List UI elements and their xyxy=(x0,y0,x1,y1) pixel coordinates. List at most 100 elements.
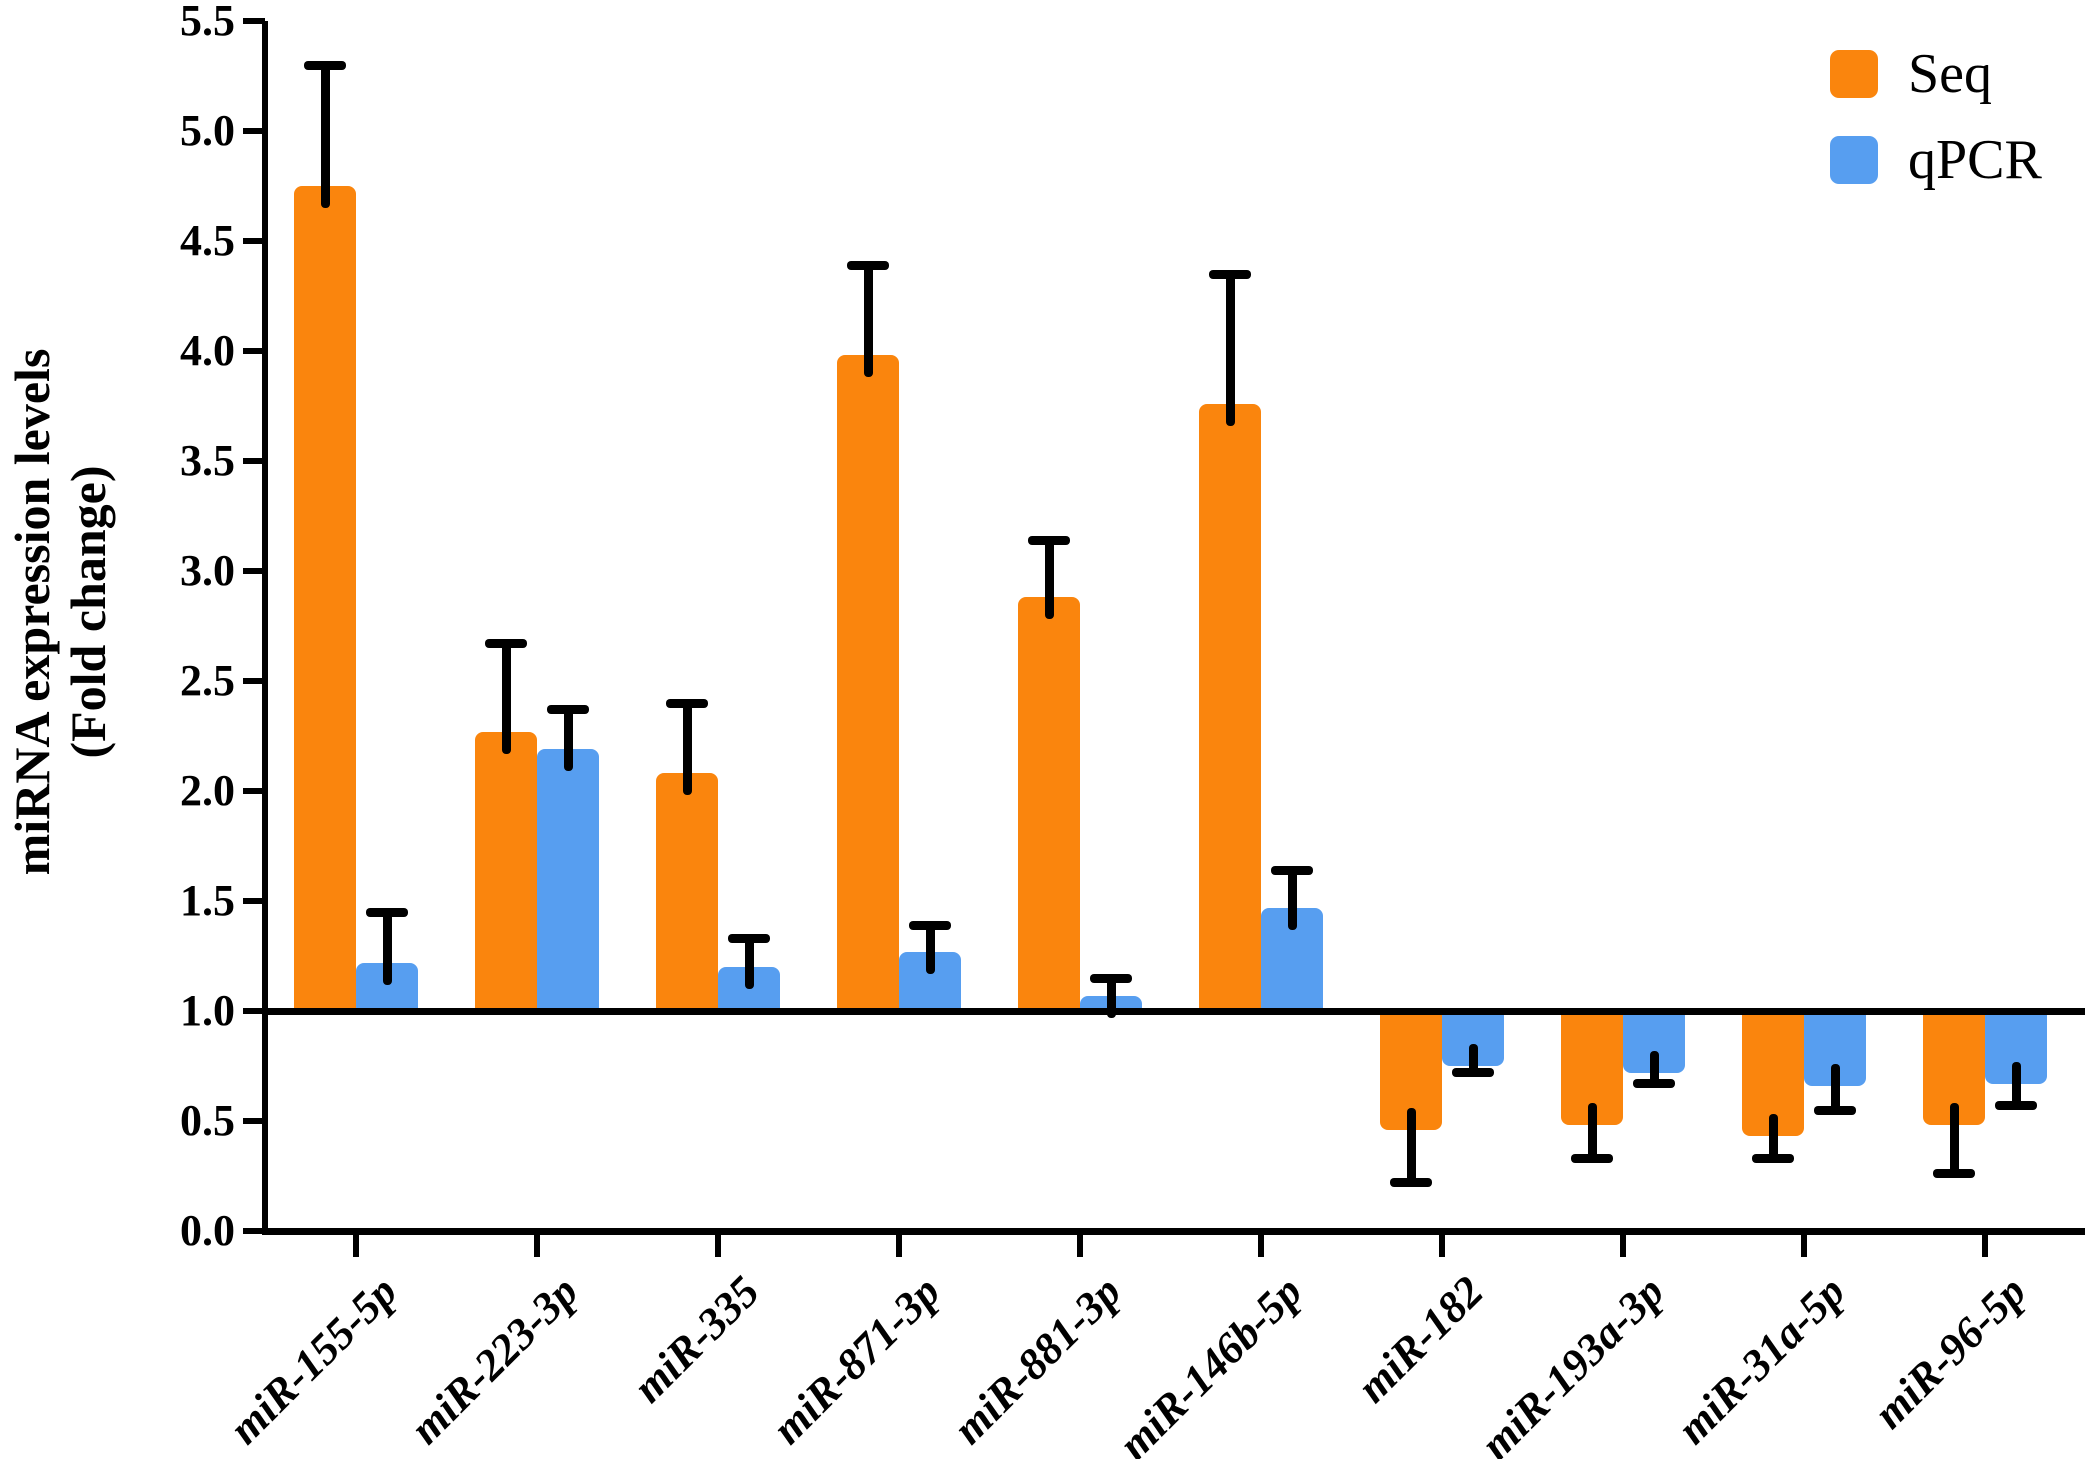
error-whisker-seq-miR-146b-5p xyxy=(1225,274,1235,426)
y-tick-mark xyxy=(243,18,265,24)
x-tick-mark xyxy=(896,1235,902,1257)
legend-label-seq: Seq xyxy=(1908,43,1992,105)
bar-seq-miR-335 xyxy=(656,773,718,1011)
y-tick-label: 3.5 xyxy=(180,436,235,485)
y-tick-mark xyxy=(243,678,265,684)
y-tick-mark xyxy=(243,1228,265,1234)
x-label-text: miR-96-5p xyxy=(1864,1266,2036,1438)
error-whisker-qpcr-miR-193a-3p xyxy=(1649,1050,1659,1084)
y-tick-mark xyxy=(243,788,265,794)
error-whisker-qpcr-miR-155-5p xyxy=(382,912,392,985)
bar-seq-miR-881-3p xyxy=(1018,597,1080,1011)
y-tick-mark xyxy=(243,238,265,244)
error-whisker-seq-miR-193a-3p xyxy=(1587,1103,1597,1159)
legend-swatch-seq xyxy=(1830,50,1878,98)
error-cap-seq-miR-182 xyxy=(1390,1178,1432,1188)
error-whisker-seq-miR-96-5p xyxy=(1949,1103,1959,1174)
y-tick-mark xyxy=(243,898,265,904)
legend-label-qpcr: qPCR xyxy=(1908,129,2042,191)
error-whisker-seq-miR-31a-5p xyxy=(1768,1114,1778,1159)
error-whisker-seq-miR-881-3p xyxy=(1044,540,1054,620)
error-whisker-seq-miR-871-3p xyxy=(863,265,873,378)
error-whisker-qpcr-miR-881-3p xyxy=(1106,978,1116,1018)
error-cap-qpcr-miR-193a-3p xyxy=(1633,1079,1675,1089)
legend-item-seq: Seq xyxy=(1830,43,2042,105)
error-cap-qpcr-miR-223-3p xyxy=(547,705,589,715)
x-label-text: miR-155-5p xyxy=(219,1266,407,1454)
x-tick-mark xyxy=(1982,1235,1988,1257)
error-cap-seq-miR-335 xyxy=(666,698,708,708)
x-label-text: miR-31a-5p xyxy=(1667,1266,1855,1454)
error-cap-seq-miR-96-5p xyxy=(1933,1169,1975,1179)
bar-seq-miR-155-5p xyxy=(294,186,356,1011)
error-whisker-seq-miR-182 xyxy=(1406,1107,1416,1183)
error-whisker-qpcr-miR-146b-5p xyxy=(1287,870,1297,930)
error-cap-qpcr-miR-871-3p xyxy=(909,920,951,930)
error-whisker-qpcr-miR-223-3p xyxy=(563,709,573,772)
x-label-text: miR-335 xyxy=(623,1266,769,1412)
x-axis-line xyxy=(262,1227,2085,1235)
y-tick-label: 0.0 xyxy=(180,1206,235,1255)
error-cap-qpcr-miR-335 xyxy=(728,933,770,943)
x-label-text: miR-881-3p xyxy=(943,1266,1131,1454)
y-tick-label: 2.0 xyxy=(180,766,235,815)
error-cap-seq-miR-871-3p xyxy=(847,260,889,270)
error-cap-qpcr-miR-31a-5p xyxy=(1814,1105,1856,1115)
error-cap-qpcr-miR-96-5p xyxy=(1995,1101,2037,1111)
y-tick-mark xyxy=(243,458,265,464)
y-tick-label: 5.0 xyxy=(180,106,235,155)
bar-qpcr-miR-223-3p xyxy=(537,749,599,1011)
x-tick-mark xyxy=(534,1235,540,1257)
y-tick-mark xyxy=(243,1008,265,1014)
x-tick-mark xyxy=(1077,1235,1083,1257)
error-cap-qpcr-miR-182 xyxy=(1452,1068,1494,1078)
x-label-text: miR-871-3p xyxy=(762,1266,950,1454)
y-tick-label: 4.0 xyxy=(180,326,235,375)
bar-seq-miR-223-3p xyxy=(475,731,537,1011)
error-cap-seq-miR-223-3p xyxy=(485,639,527,649)
error-whisker-seq-miR-223-3p xyxy=(501,643,511,754)
y-tick-label: 1.0 xyxy=(180,986,235,1035)
bar-seq-miR-146b-5p xyxy=(1199,403,1261,1011)
error-cap-qpcr-miR-155-5p xyxy=(366,907,408,917)
error-cap-seq-miR-146b-5p xyxy=(1209,269,1251,279)
error-whisker-qpcr-miR-335 xyxy=(744,938,754,989)
error-whisker-qpcr-miR-871-3p xyxy=(925,925,935,974)
error-cap-seq-miR-31a-5p xyxy=(1752,1153,1794,1163)
x-tick-mark xyxy=(1439,1235,1445,1257)
y-tick-label: 5.5 xyxy=(180,0,235,45)
x-label-text: miR-146b-5p xyxy=(1109,1266,1312,1459)
y-axis-title-line1: miRNA expression levels xyxy=(4,348,60,876)
x-label-text: miR-223-3p xyxy=(400,1266,588,1454)
x-tick-mark xyxy=(1801,1235,1807,1257)
x-label-text: miR-193a-3p xyxy=(1471,1266,1674,1459)
y-tick-label: 2.5 xyxy=(180,656,235,705)
error-cap-seq-miR-155-5p xyxy=(304,60,346,70)
error-whisker-seq-miR-155-5p xyxy=(320,65,330,208)
bar-seq-miR-871-3p xyxy=(837,355,899,1011)
x-tick-mark xyxy=(1620,1235,1626,1257)
legend-swatch-qpcr xyxy=(1830,136,1878,184)
y-tick-mark xyxy=(243,348,265,354)
y-axis-line xyxy=(262,21,268,1235)
error-cap-qpcr-miR-146b-5p xyxy=(1271,865,1313,875)
y-tick-label: 4.5 xyxy=(180,216,235,265)
y-tick-mark xyxy=(243,1118,265,1124)
x-tick-mark xyxy=(353,1235,359,1257)
x-label-text: miR-182 xyxy=(1347,1266,1493,1412)
error-whisker-qpcr-miR-182 xyxy=(1468,1044,1478,1073)
baseline-1-0 xyxy=(262,1007,2085,1015)
error-cap-qpcr-miR-881-3p xyxy=(1090,973,1132,983)
y-tick-label: 1.5 xyxy=(180,876,235,925)
error-whisker-qpcr-miR-31a-5p xyxy=(1830,1063,1840,1110)
y-tick-mark xyxy=(243,128,265,134)
y-tick-label: 0.5 xyxy=(180,1096,235,1145)
y-tick-mark xyxy=(243,568,265,574)
error-cap-seq-miR-881-3p xyxy=(1028,535,1070,545)
error-cap-seq-miR-193a-3p xyxy=(1571,1153,1613,1163)
x-tick-mark xyxy=(715,1235,721,1257)
legend-item-qpcr: qPCR xyxy=(1830,129,2042,191)
legend: Seq qPCR xyxy=(1830,43,2042,220)
error-whisker-seq-miR-335 xyxy=(682,703,692,796)
